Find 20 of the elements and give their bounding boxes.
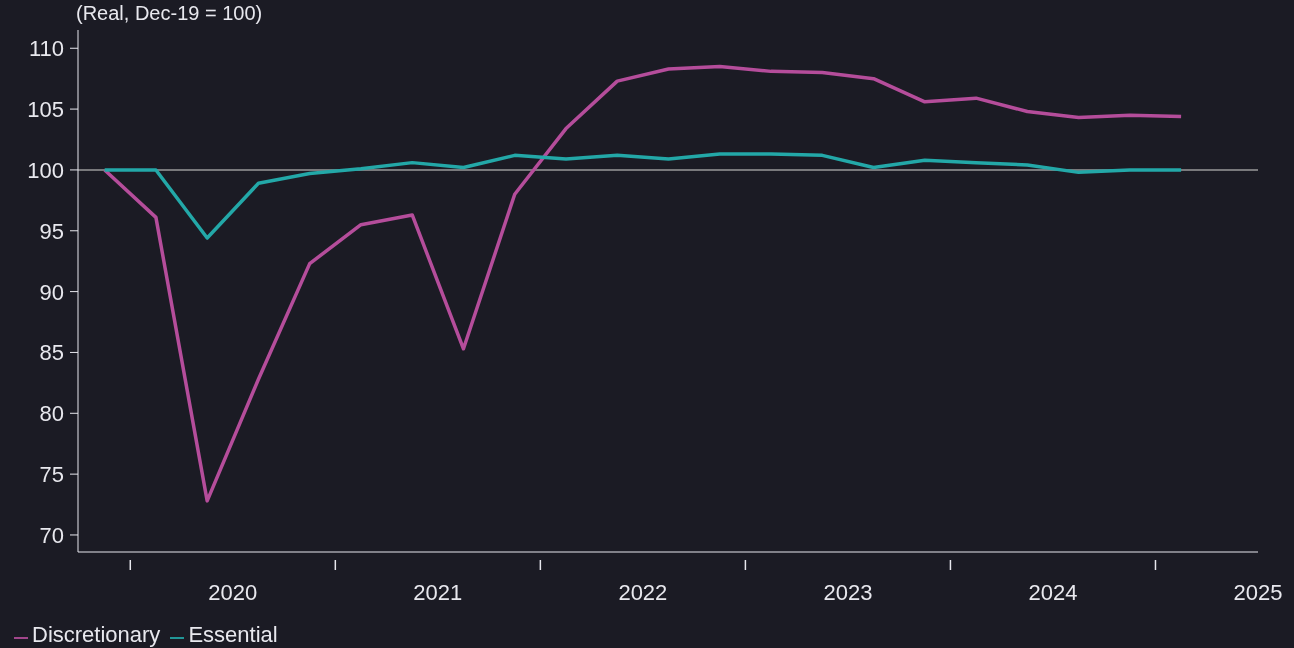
x-tick-label: 2024 bbox=[1028, 580, 1078, 605]
y-tick-label: 70 bbox=[39, 522, 64, 548]
x-tick-label: 2023 bbox=[823, 580, 873, 605]
y-tick-label: 75 bbox=[39, 462, 64, 488]
legend-label: Essential bbox=[188, 622, 278, 647]
x-tick-label: 2025 bbox=[1233, 580, 1283, 605]
y-tick-label: 95 bbox=[39, 218, 64, 244]
y-tick-label: 90 bbox=[39, 279, 64, 305]
y-tick-label: 100 bbox=[27, 157, 64, 183]
legend-label: Discretionary bbox=[32, 622, 161, 647]
line-series bbox=[102, 152, 1183, 240]
x-tick-label: 2021 bbox=[413, 580, 463, 605]
y-tick-label: 105 bbox=[27, 97, 64, 123]
x-tick-label: 2020 bbox=[208, 580, 258, 605]
y-axis-title: (Real, Dec-19 = 100) bbox=[76, 2, 263, 25]
y-tick-label: 85 bbox=[39, 340, 64, 366]
line-series bbox=[102, 64, 1183, 503]
y-tick-label: 110 bbox=[28, 36, 64, 62]
y-tick-label: 80 bbox=[39, 401, 64, 427]
x-tick-label: 2022 bbox=[618, 580, 668, 605]
